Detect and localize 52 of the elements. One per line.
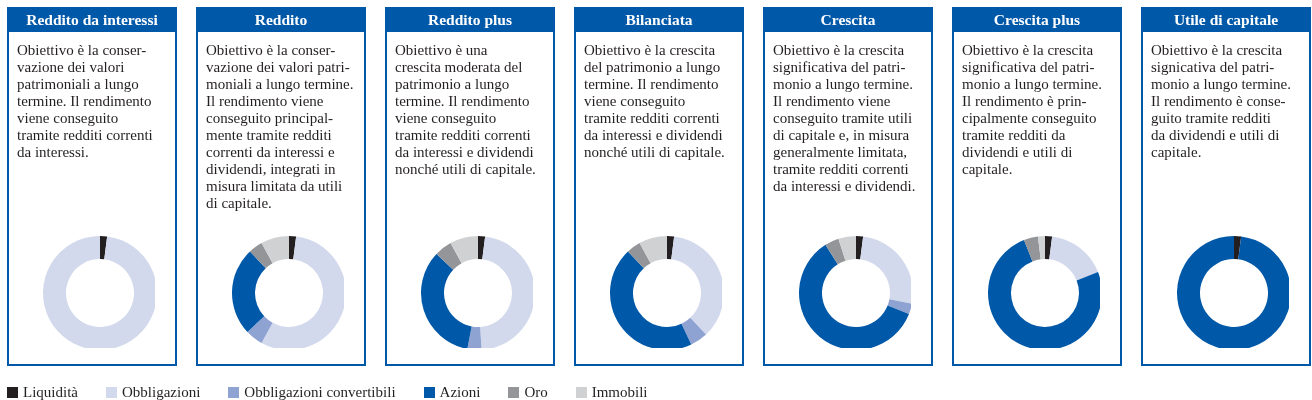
- donut-slice: [480, 236, 533, 348]
- chart-title: Reddito plus: [428, 11, 512, 28]
- chart-title: Crescita plus: [993, 11, 1081, 28]
- chart-title: Crescita: [820, 11, 876, 28]
- chart-title: Reddito: [254, 11, 308, 28]
- text: Obiettivo è la crescita significativa del patri- monio a lungo termine. Il rendimento è prin- cipalmente conseguito tramite redditi da dividendi e utili di capitale.: [962, 42, 1102, 177]
- donut-slice: [450, 236, 478, 264]
- donut-slice: [436, 243, 462, 270]
- donut-slice: [421, 253, 472, 348]
- donut-slice: [1024, 236, 1041, 262]
- legend-label: Immobili: [591, 384, 648, 400]
- donut-slice: [232, 251, 266, 333]
- text: Obiettivo è una crescita moderata del patrimonio a lungo termine. Il rendimento viene conseguito tramite redditi correnti da interessi e dividendi nonché utili di capitale.: [395, 42, 536, 177]
- donut-slice: [887, 299, 911, 314]
- chart-title: Utile di capitale: [1173, 11, 1279, 28]
- donut-slice: [1045, 236, 1053, 260]
- donut-slice: [289, 236, 297, 260]
- donut-slice: [478, 236, 486, 260]
- legend-label: Obbligazioni convertibili: [244, 384, 396, 400]
- donut-slice: [467, 326, 482, 348]
- donut-slice: [671, 236, 722, 335]
- donut-slice: [1037, 236, 1045, 260]
- donut-slice: [639, 236, 667, 264]
- text: Obiettivo è la conser- vazione dei valori patrimoniali a lungo termine. Il rendimento viene conseguito tramite redditi correnti da interessi.: [17, 42, 153, 160]
- donut-slice: [610, 251, 692, 348]
- donut-slice: [247, 316, 273, 343]
- donut-slice: [261, 236, 289, 264]
- donut-slice: [838, 236, 856, 261]
- donut-slice: [988, 240, 1100, 348]
- donut-slice: [249, 243, 273, 269]
- text: Obiettivo è la conser- vazione dei valori patri- moniali a lungo termine. Il rendimento viene conseguito principal- mente tramite redditi correnti da interessi e dividendi, integrati in misura limitata da utili di capitale.: [206, 42, 354, 211]
- donut-slice: [1177, 236, 1289, 348]
- text: Obiettivo è la crescita significativa del patri- monio a lungo termine. Il rendimento viene conseguito tramite utili di capitale e, in misura generalmente limitata, tramite redditi correnti da interessi e dividendi.: [773, 42, 916, 194]
- donut-slice: [825, 238, 846, 265]
- text: Obiettivo è la crescita del patrimonio a lungo termine. Il rendimento viene conseguito tramite redditi correnti da interessi e dividendi nonché utili di capitale.: [584, 42, 725, 160]
- donut-slice: [43, 236, 155, 348]
- donut-slice: [1234, 236, 1242, 260]
- text: Obiettivo è la crescita signicativa del patri- monio a lungo termine. Il rendimento è conse- guito tramite redditi da dividendi e utili di capitale.: [1151, 42, 1291, 160]
- donut-slice: [100, 236, 108, 260]
- legend-label: Obbligazioni: [122, 384, 201, 400]
- donut-slice: [856, 236, 864, 260]
- chart-title: Reddito da interessi: [26, 11, 158, 28]
- donut-slice: [860, 236, 911, 304]
- donut-slice: [261, 236, 344, 348]
- legend-label: Oro: [524, 384, 548, 400]
- donut-slice: [667, 236, 675, 260]
- legend-label: Liquidità: [23, 384, 78, 400]
- donut-slice: [1049, 236, 1098, 281]
- donut-slice: [799, 244, 909, 348]
- legend-label: Azioni: [439, 384, 481, 400]
- chart-title: Bilanciata: [625, 11, 693, 28]
- donut-slice: [627, 243, 651, 269]
